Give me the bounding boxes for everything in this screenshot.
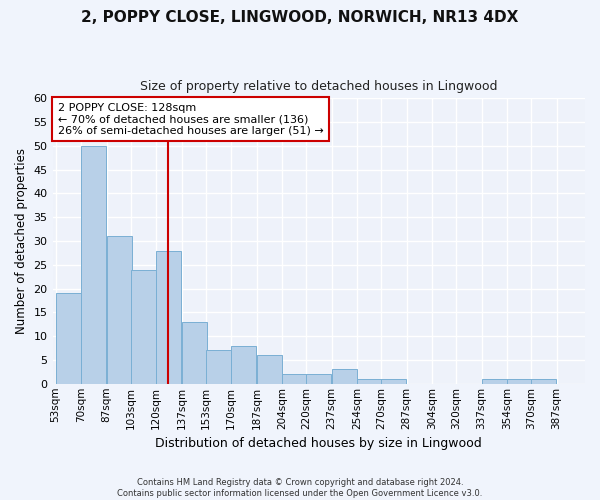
Bar xyxy=(56,294,81,384)
Bar xyxy=(131,270,156,384)
Bar xyxy=(332,370,357,384)
X-axis label: Distribution of detached houses by size in Lingwood: Distribution of detached houses by size … xyxy=(155,437,482,450)
Text: 2, POPPY CLOSE, LINGWOOD, NORWICH, NR13 4DX: 2, POPPY CLOSE, LINGWOOD, NORWICH, NR13 … xyxy=(82,10,518,25)
Bar xyxy=(206,350,231,384)
Bar xyxy=(107,236,132,384)
Bar xyxy=(182,322,207,384)
Bar xyxy=(282,374,307,384)
Y-axis label: Number of detached properties: Number of detached properties xyxy=(15,148,28,334)
Text: Contains HM Land Registry data © Crown copyright and database right 2024.
Contai: Contains HM Land Registry data © Crown c… xyxy=(118,478,482,498)
Bar xyxy=(81,146,106,384)
Bar xyxy=(231,346,256,384)
Bar xyxy=(156,250,181,384)
Bar xyxy=(306,374,331,384)
Bar xyxy=(482,379,507,384)
Bar xyxy=(381,379,406,384)
Title: Size of property relative to detached houses in Lingwood: Size of property relative to detached ho… xyxy=(140,80,497,93)
Bar xyxy=(257,355,282,384)
Bar xyxy=(531,379,556,384)
Bar xyxy=(507,379,532,384)
Bar xyxy=(357,379,382,384)
Text: 2 POPPY CLOSE: 128sqm
← 70% of detached houses are smaller (136)
26% of semi-det: 2 POPPY CLOSE: 128sqm ← 70% of detached … xyxy=(58,102,323,136)
